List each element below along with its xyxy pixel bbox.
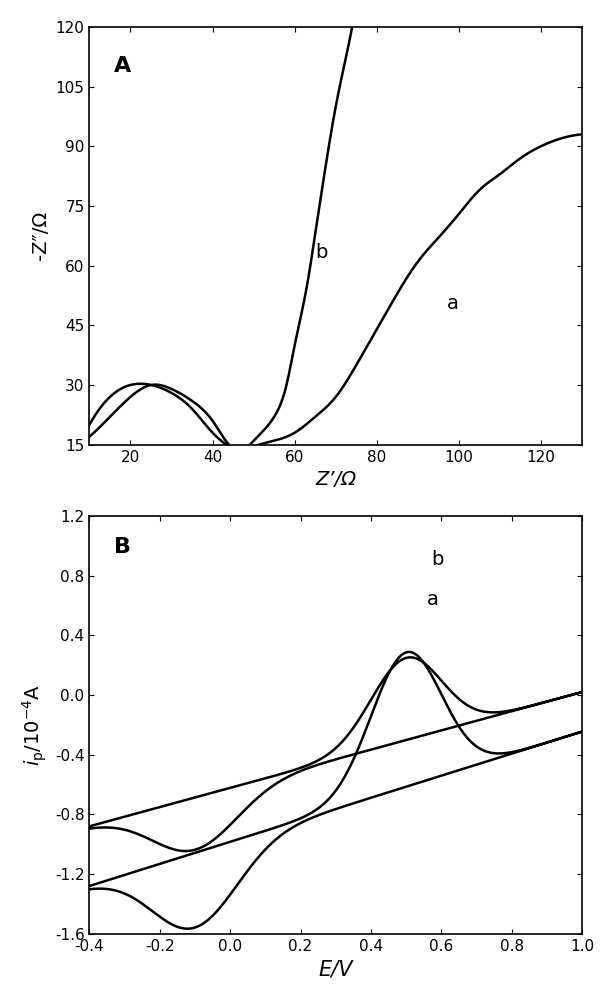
Y-axis label: -Z″/Ω: -Z″/Ω [31,211,50,260]
Text: A: A [114,56,131,76]
Text: B: B [114,537,131,557]
X-axis label: Z’/Ω: Z’/Ω [315,470,356,489]
Text: a: a [446,294,459,313]
Text: b: b [430,550,443,569]
X-axis label: E/V: E/V [319,959,353,979]
Y-axis label: $i_\mathrm{p}$/10$^{-4}$A: $i_\mathrm{p}$/10$^{-4}$A [21,684,49,766]
Text: a: a [427,590,439,609]
Text: b: b [315,243,328,262]
